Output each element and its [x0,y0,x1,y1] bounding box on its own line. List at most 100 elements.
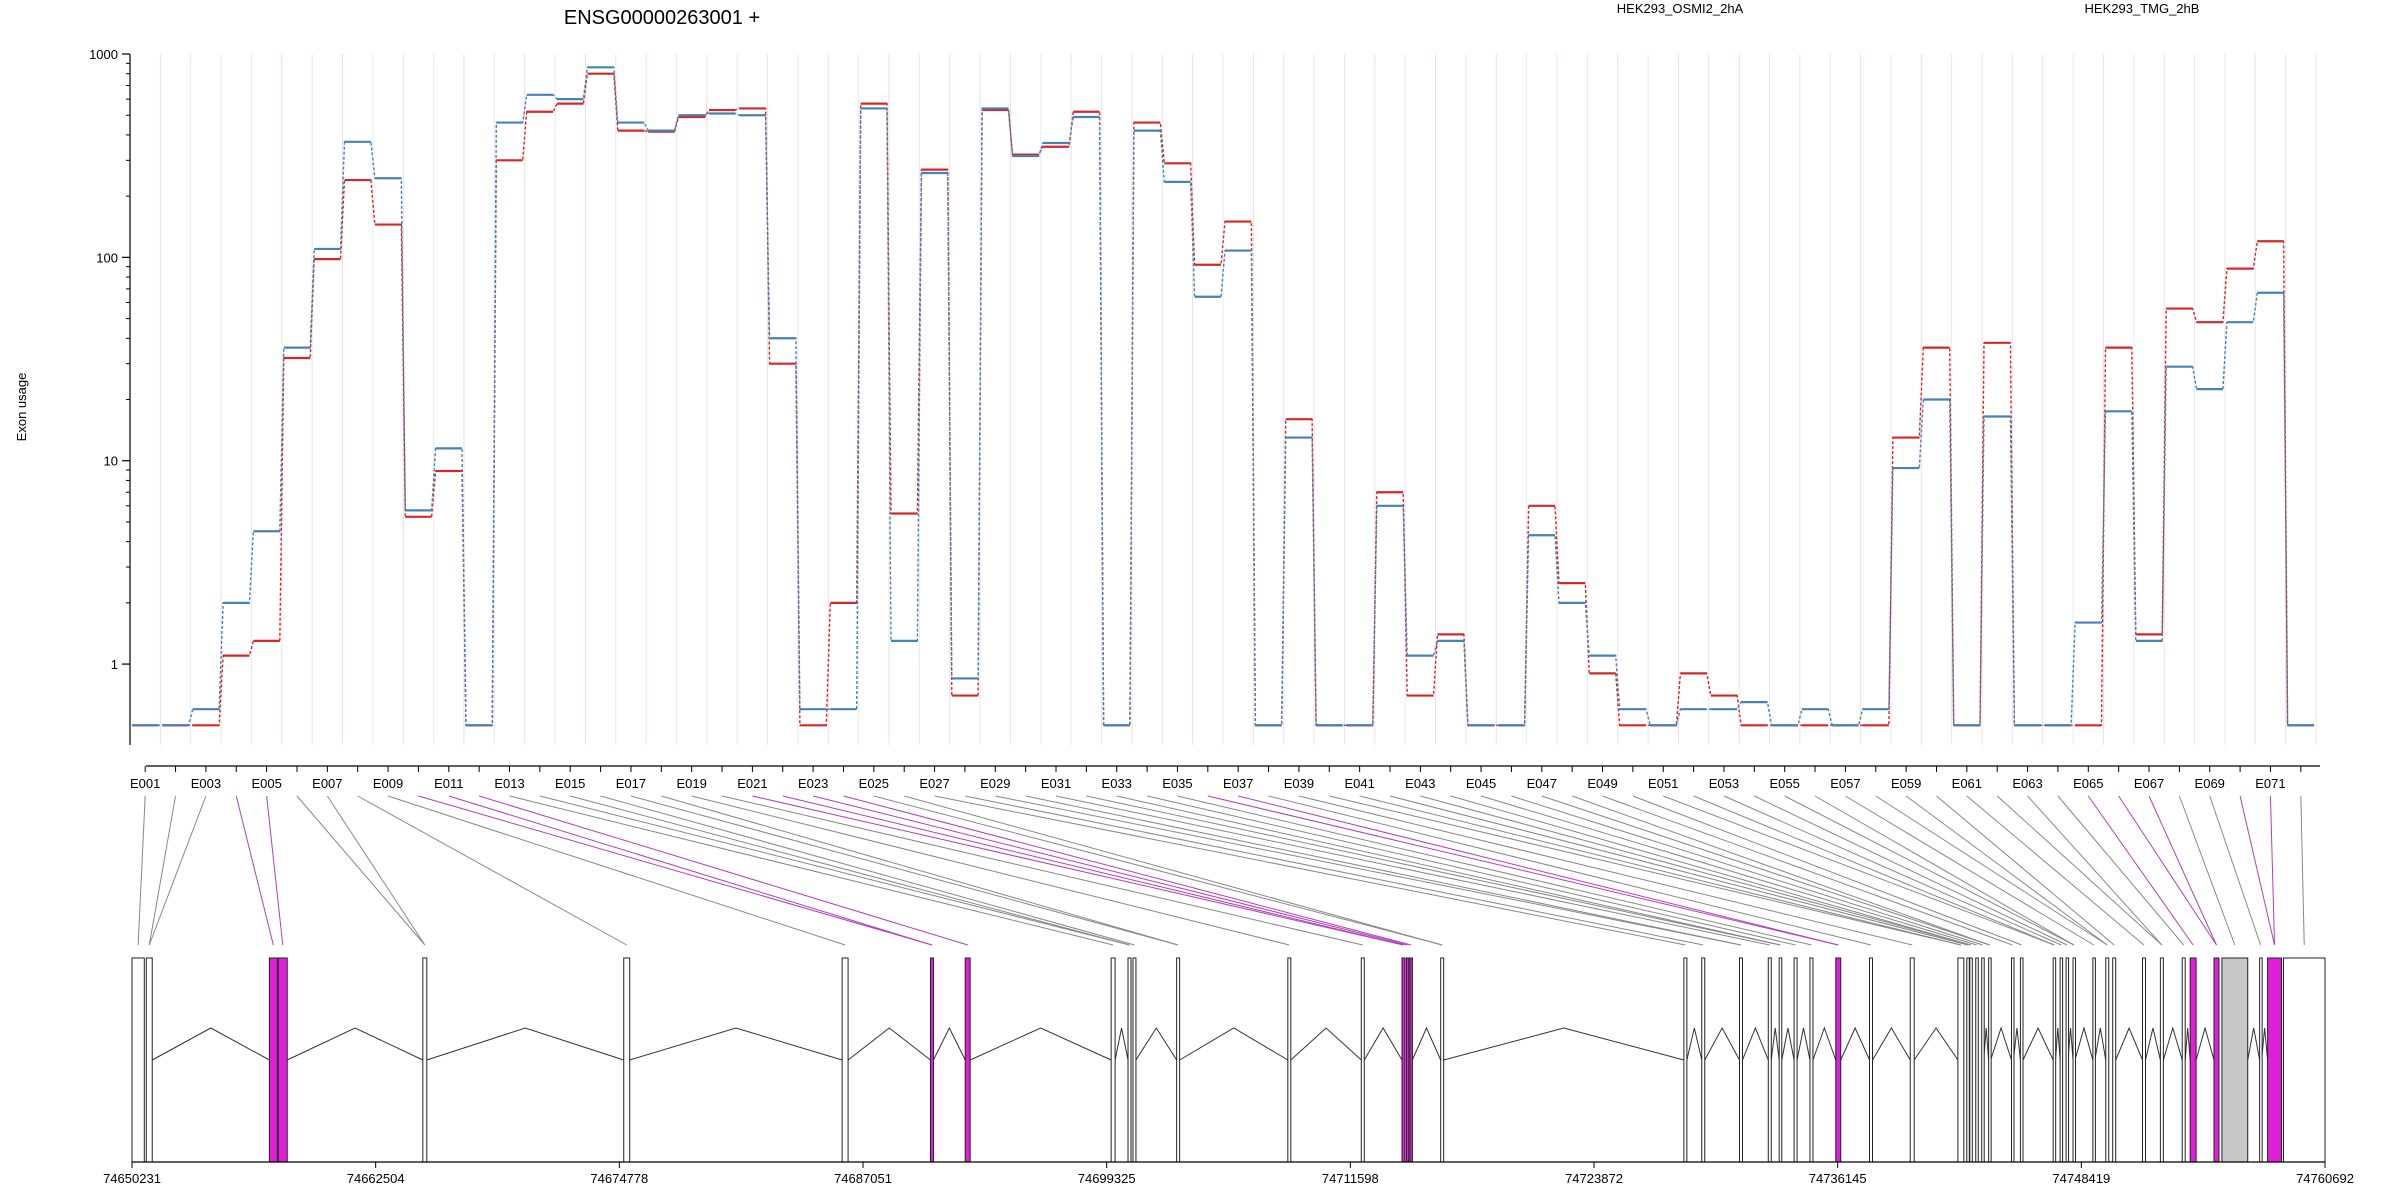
exon-box [268,957,278,1163]
intron [1781,1027,1795,1061]
y-tick-label: 100 [96,250,118,265]
exon-tick-label: E001 [130,776,160,791]
exon-box [145,957,153,1163]
intron [969,1027,1112,1061]
intron [2012,1027,2021,1061]
exon-box [2267,957,2282,1163]
exon-tick-label: E033 [1102,776,1132,791]
exon-connector [873,795,1443,946]
exon-tick-label: E023 [798,776,828,791]
exon-tick-label: E037 [1223,776,1253,791]
exon-connector [1663,795,2055,946]
exon-tick-label: E043 [1405,776,1435,791]
exon-connector [570,795,1130,946]
exon-connector [2027,795,2163,946]
intron [287,1027,424,1061]
exon-box [1981,957,1985,1163]
exon-box [1110,957,1116,1163]
exon-connector [661,795,1179,946]
intron [847,1027,931,1061]
exon-box [1909,957,1915,1163]
intron [2162,1026,2183,1061]
exon-connector [721,795,1363,946]
exon-box [964,957,971,1163]
exon-connector [1936,795,2115,946]
exon-box [2019,957,2024,1163]
exon-tick-label: E027 [919,776,949,791]
transcript-model [131,957,2326,1163]
exon-box [1176,957,1181,1163]
exon-connector [1814,795,2075,946]
exon-box [1405,957,1410,1163]
exon-tick-label: E015 [555,776,585,791]
exon-connector [148,795,177,946]
exon-box [131,957,145,1163]
exon-box [2112,957,2117,1163]
genome-tick-label: 74748419 [2052,1171,2110,1186]
exon-box [2189,957,2197,1163]
exon-connector [539,795,1130,946]
exon-connector [1086,795,1781,946]
intron [2115,1026,2143,1061]
exon-connector [995,795,1742,946]
exon-connector [2178,795,2236,946]
exon-tick-label: E005 [251,776,281,791]
exon-connector [148,795,207,946]
genome-tick-label: 74687051 [834,1171,892,1186]
exon-tick-label: E017 [616,776,646,791]
exon-box [1440,957,1445,1163]
exon-connector [2118,795,2217,946]
exon-box [1127,957,1132,1163]
exon-box [1966,957,1970,1163]
exon-connector [1602,795,2013,946]
exon-box [2221,957,2249,1163]
exon-connector [1632,795,2022,946]
exon-tick-label: E067 [2134,776,2164,791]
intron [2145,1027,2161,1061]
exon-separator-grid [129,54,2317,745]
y-tick-label: 10 [104,454,118,469]
exon-tick-label: E045 [1466,776,1496,791]
intron [2074,1026,2094,1061]
exon-box [2213,957,2220,1163]
exon-box [929,957,934,1163]
genome-tick-label: 74736145 [1809,1171,1867,1186]
exon-connector [326,795,426,946]
exon-connector [752,795,1404,946]
exon-connector [235,795,274,946]
intron [2094,1027,2107,1061]
exon-connector [1207,795,1839,946]
exon-connector [1754,795,2068,946]
exon-connector [600,795,1135,946]
exon-connector [1966,795,2145,946]
exon-connector [1055,795,1770,946]
exon-tick-label: E071 [2255,776,2285,791]
intron [2022,1026,2054,1061]
exon-box [1835,957,1842,1163]
exon-connector [357,795,627,946]
exon-genome-connectors [137,795,2305,946]
intron [2247,1027,2261,1061]
exon-box [1988,957,1992,1163]
exon-box [1969,957,1973,1163]
exon-box [1809,957,1814,1163]
genome-tick-label: 74723872 [1565,1171,1623,1186]
exon-box [1683,957,1688,1163]
exon-connector [2269,795,2276,946]
exon-tick-label: E047 [1527,776,1557,791]
intron [1411,1026,1442,1061]
exon-connector [1905,795,2108,946]
exon-tick-label: E055 [1769,776,1799,791]
exon-connector [1996,795,2163,946]
exon-connector [1359,795,1961,946]
exon-tick-label: E035 [1162,776,1192,791]
chart-title: ENSG00000263001 + [564,7,760,29]
y-axis: 1 10 100 1000 [89,47,131,745]
exon-connector [1238,795,1839,946]
exon-connector [2087,795,2194,946]
exon-connector [266,795,284,946]
exon-connector [2300,795,2305,946]
exon-connector [1177,795,1812,946]
exon-tick-label: E031 [1041,776,1071,791]
